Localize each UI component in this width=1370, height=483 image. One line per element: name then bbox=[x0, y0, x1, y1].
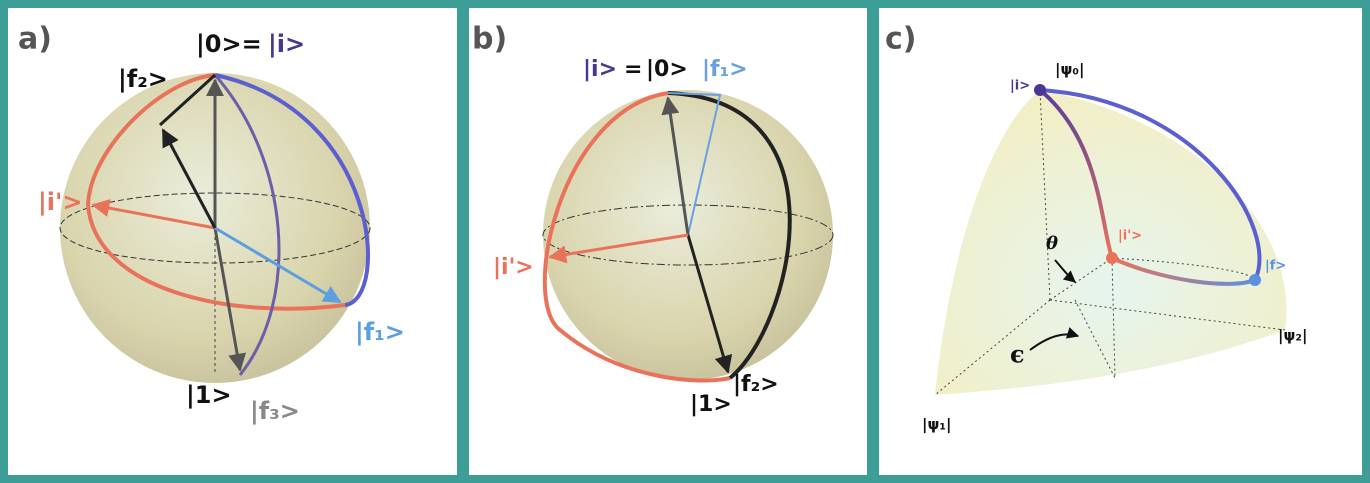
state-label: |f₃> bbox=[250, 397, 300, 425]
state-label: |i'> bbox=[38, 188, 82, 216]
state-label: |f₂> bbox=[733, 372, 779, 397]
panel-b bbox=[542, 90, 834, 383]
state-label: θ bbox=[1046, 233, 1058, 254]
state-label: |i'> bbox=[1118, 229, 1142, 244]
panel-label: c) bbox=[885, 22, 917, 57]
state-label: |i'> bbox=[493, 255, 534, 280]
state-label: |1> bbox=[690, 392, 732, 417]
state-label: |f₁> bbox=[702, 57, 748, 82]
panel-c bbox=[934, 84, 1287, 396]
state-label: |ψ₁| bbox=[922, 416, 951, 435]
panel-label: a) bbox=[18, 22, 52, 57]
divider bbox=[457, 0, 469, 483]
state-label: |f₁> bbox=[355, 318, 405, 346]
state-label: |i> bbox=[1010, 79, 1030, 94]
state-label: |i> bbox=[268, 30, 305, 58]
state-label: |ψ₀| bbox=[1055, 61, 1084, 80]
labels: a) |0>= |i>|f₂>|i'>|f₁>|1>|f₃>b)|i> = |0> |f₁… bbox=[18, 22, 1307, 435]
state-label: |f> bbox=[1265, 259, 1286, 274]
panel-label: b) bbox=[472, 22, 507, 57]
state-label: |0> bbox=[646, 57, 688, 82]
state-label: |0>= bbox=[196, 30, 262, 58]
state-label: |f₂> bbox=[118, 65, 168, 93]
divider bbox=[867, 0, 879, 483]
state-label: |1> bbox=[186, 381, 232, 409]
panel-a bbox=[59, 73, 371, 383]
state-label: = bbox=[624, 57, 642, 82]
state-label: ϵ bbox=[1010, 340, 1025, 369]
state-label: |ψ₂| bbox=[1278, 327, 1307, 346]
state-label: |i> bbox=[583, 57, 617, 82]
